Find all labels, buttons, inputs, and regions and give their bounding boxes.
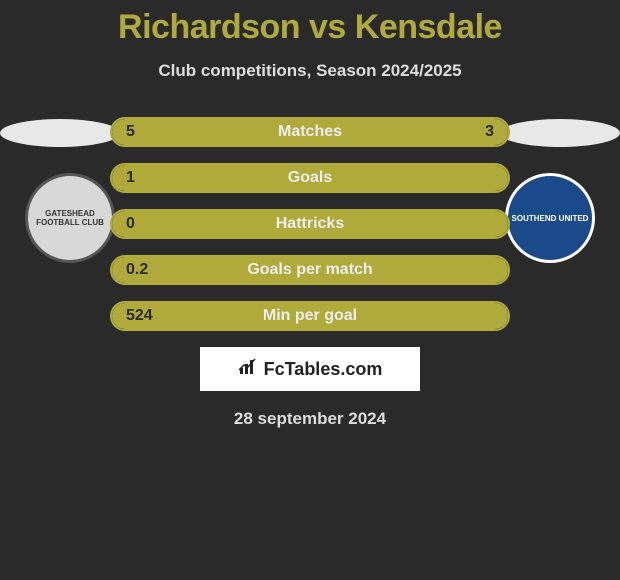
page-subtitle: Club competitions, Season 2024/2025 [0, 61, 620, 81]
stat-bar-fill-left [112, 119, 342, 145]
stat-bar-fill-left [112, 257, 508, 283]
stat-row: 0Hattricks [110, 209, 510, 239]
watermark[interactable]: FcTables.com [200, 347, 420, 391]
chart-icon [238, 358, 260, 381]
stat-value-left: 1 [126, 165, 135, 191]
stat-bar-track: 524Min per goal [110, 301, 510, 331]
stat-bar-fill-left [112, 165, 508, 191]
stat-row: 1Goals [110, 163, 510, 193]
stat-bar-track: 0.2Goals per match [110, 255, 510, 285]
stat-value-left: 5 [126, 119, 135, 145]
club-badge-left-label: GATESHEAD FOOTBALL CLUB [28, 209, 112, 227]
stat-row: 524Min per goal [110, 301, 510, 331]
stat-bar-fill-left [112, 303, 508, 329]
date-label: 28 september 2024 [0, 409, 620, 429]
stat-bar-track: 1Goals [110, 163, 510, 193]
stat-value-left: 524 [126, 303, 153, 329]
stat-bar-fill-right [342, 119, 508, 145]
club-badge-left: GATESHEAD FOOTBALL CLUB [25, 173, 115, 263]
stat-value-left: 0 [126, 211, 135, 237]
club-badge-right-label: SOUTHEND UNITED [512, 214, 589, 223]
page-title: Richardson vs Kensdale [0, 0, 620, 47]
watermark-text: FcTables.com [264, 359, 383, 380]
comparison-content: GATESHEAD FOOTBALL CLUB SOUTHEND UNITED … [0, 117, 620, 429]
stat-value-left: 0.2 [126, 257, 148, 283]
stat-bar-track: 0Hattricks [110, 209, 510, 239]
player-slot-left [0, 119, 120, 147]
stat-bar-track: 53Matches [110, 117, 510, 147]
stat-value-right: 3 [485, 119, 494, 145]
club-badge-right: SOUTHEND UNITED [505, 173, 595, 263]
player-slot-right [500, 119, 620, 147]
stats-bars: 53Matches1Goals0Hattricks0.2Goals per ma… [110, 117, 510, 331]
stat-bar-fill-left [112, 211, 508, 237]
stat-row: 53Matches [110, 117, 510, 147]
stat-row: 0.2Goals per match [110, 255, 510, 285]
